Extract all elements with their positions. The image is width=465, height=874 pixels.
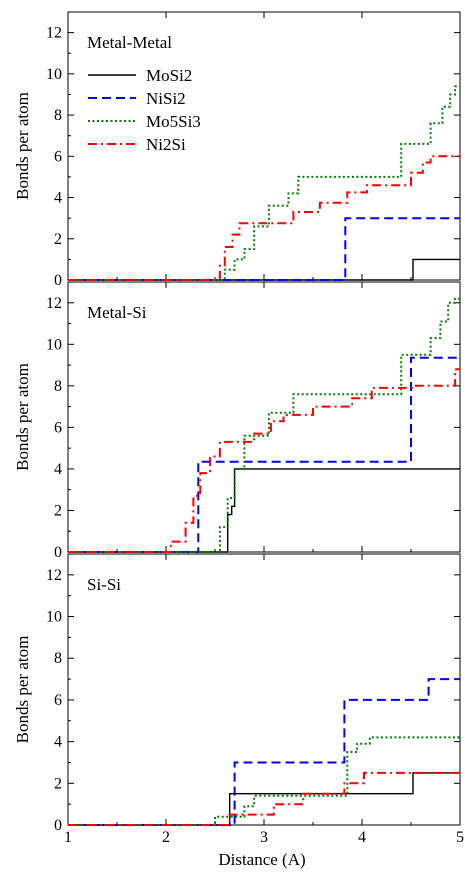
x-tick-label: 1	[64, 829, 72, 846]
x-tick-label: 3	[260, 829, 268, 846]
y-tick-label: 10	[46, 336, 62, 353]
legend-label: Mo5Si3	[146, 112, 201, 131]
legend-label: MoSi2	[146, 66, 192, 85]
y-tick-label: 10	[46, 609, 62, 626]
y-tick-label: 2	[54, 775, 62, 792]
y-axis-title: Bonds per atom	[13, 92, 32, 200]
series-line-ni2si	[68, 368, 460, 553]
series-line-mo5si3	[68, 297, 460, 553]
y-tick-label: 10	[46, 66, 62, 83]
series-line-mosi2	[68, 468, 460, 553]
y-tick-label: 6	[54, 148, 62, 165]
y-tick-label: 0	[54, 272, 62, 289]
y-tick-label: 8	[54, 378, 62, 395]
series-line-nisi2	[68, 217, 460, 281]
y-tick-label: 8	[54, 107, 62, 124]
y-tick-label: 12	[46, 25, 62, 42]
series-line-nisi2	[68, 356, 460, 553]
plot-frame	[67, 11, 461, 281]
y-tick-label: 4	[54, 190, 62, 207]
panel-metal-metal: 0 2 4 6 8 10 12 Bonds per atom Metal-Metal MoSi2 N…	[13, 11, 461, 289]
x-axis-title: Distance (A)	[218, 850, 305, 869]
panel-metal-si: 0 2 4 6 8 10 12 Bonds per atom Metal-Si	[13, 281, 461, 561]
y-tick-label: 2	[54, 231, 62, 248]
series-line-mosi2	[68, 772, 460, 826]
y-tick-label: 2	[54, 502, 62, 519]
series-line-nisi2	[68, 678, 460, 826]
plot-frame	[67, 553, 461, 826]
x-tick-label: 5	[456, 829, 464, 846]
y-tick-label: 0	[54, 544, 62, 561]
series-line-ni2si	[68, 155, 460, 281]
series-line-mo5si3	[68, 85, 460, 281]
legend-label: NiSi2	[146, 89, 186, 108]
x-tick-label: 4	[358, 829, 366, 846]
y-tick-label: 12	[46, 567, 62, 584]
series-line-ni2si	[68, 771, 460, 826]
y-tick-label: 12	[46, 295, 62, 312]
y-tick-label: 0	[54, 817, 62, 834]
y-tick-label: 6	[54, 692, 62, 709]
series-line-mo5si3	[68, 736, 460, 826]
x-tick-label: 2	[162, 829, 170, 846]
y-tick-label: 4	[54, 461, 62, 478]
y-axis-title: Bonds per atom	[13, 363, 32, 471]
y-tick-label: 8	[54, 650, 62, 667]
panel-label: Metal-Si	[87, 303, 147, 322]
y-axis-title: Bonds per atom	[13, 636, 32, 744]
y-tick-label: 4	[54, 734, 62, 751]
panel-label: Metal-Metal	[87, 33, 172, 52]
y-tick-label: 6	[54, 419, 62, 436]
legend-label: Ni2Si	[146, 135, 186, 154]
panel-label: Si-Si	[87, 575, 121, 594]
plot-frame	[67, 281, 461, 553]
